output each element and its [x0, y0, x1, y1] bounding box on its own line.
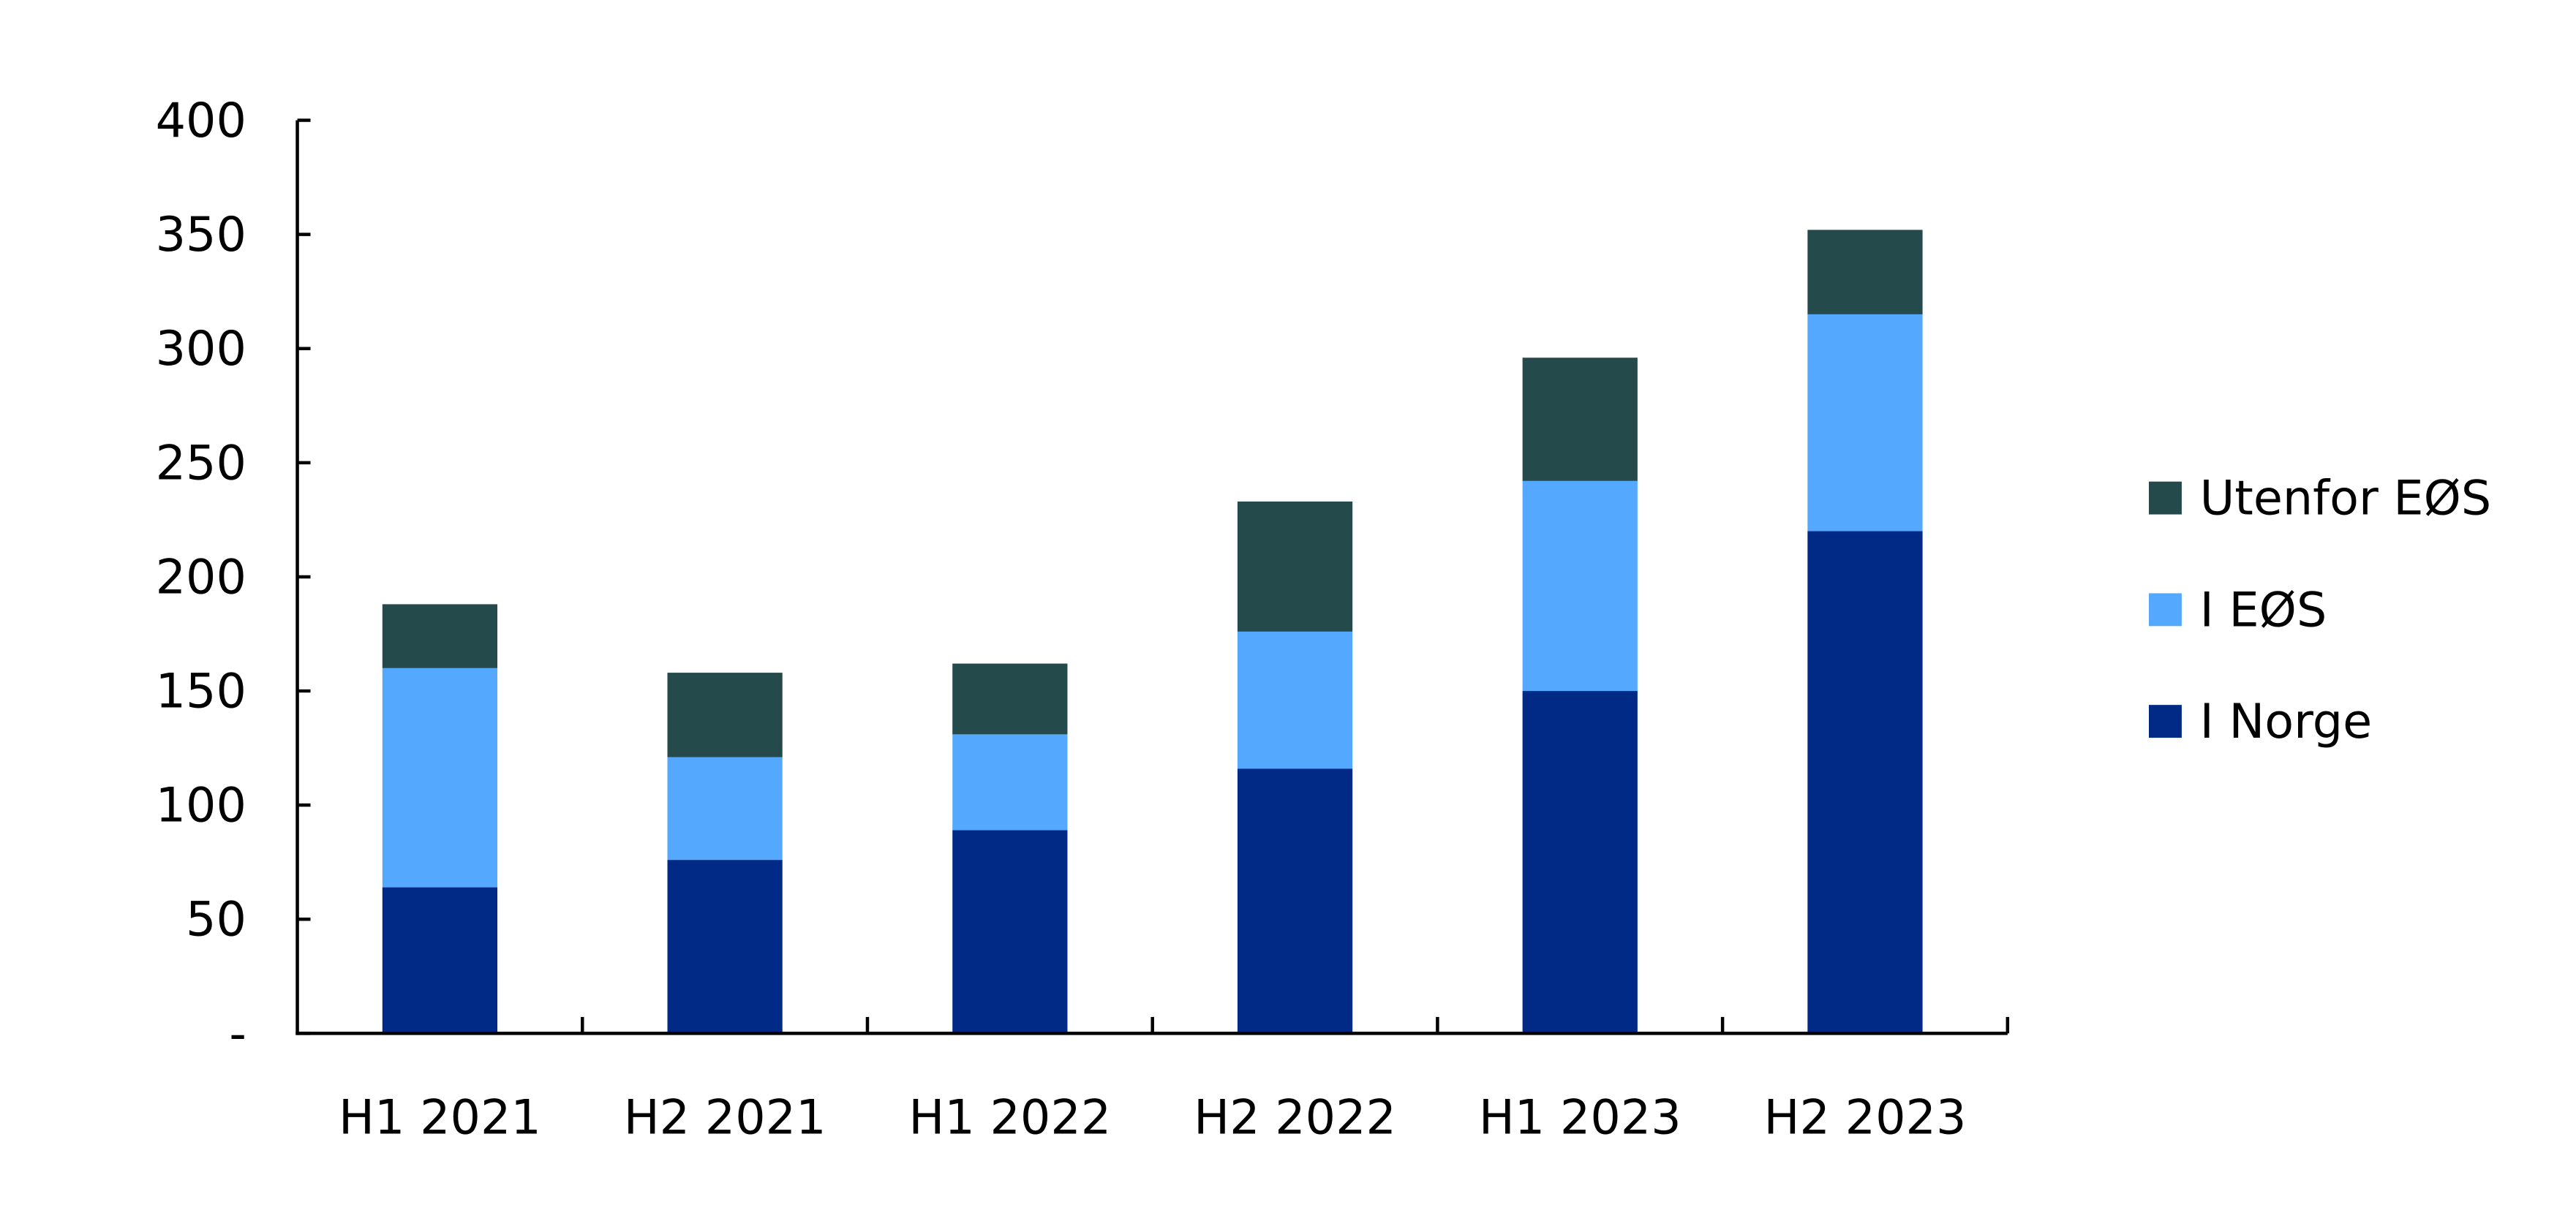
bar-segment-utenfor-e-s [1237, 501, 1353, 632]
bar-segment-utenfor-e-s [1807, 230, 1923, 314]
legend-swatch [2148, 481, 2182, 515]
y-tick-label: 50 [186, 893, 246, 948]
bar-segment-i-norge [667, 860, 783, 1034]
legend: Utenfor EØS I EØS I Norge [2148, 472, 2492, 749]
x-tick-label: H1 2023 [1479, 1090, 1681, 1145]
y-tick-label: 150 [156, 665, 246, 719]
bar-segment-utenfor-e-s [667, 673, 783, 757]
bar-segment-i-norge [1522, 691, 1638, 1034]
bar-segment-i-e-s [382, 668, 498, 888]
bar-segment-i-norge [1807, 531, 1923, 1034]
bar-segment-i-e-s [952, 734, 1068, 831]
y-tick-label: 300 [156, 322, 246, 377]
bar-segment-i-norge [952, 830, 1068, 1034]
bar-segment-i-e-s [667, 757, 783, 861]
bar-segment-i-norge [382, 887, 498, 1034]
bar-segment-i-e-s [1522, 480, 1638, 692]
bar-segment-utenfor-e-s [952, 663, 1068, 735]
bar-segment-utenfor-e-s [1522, 358, 1638, 481]
y-tick-label: 100 [156, 779, 246, 833]
axes: H1 2021 H2 2021 H1 2022 H2 2022 H1 2023 H2 20… [156, 94, 2010, 1145]
legend-swatch [2148, 705, 2182, 738]
y-tick-label: - [229, 1007, 246, 1062]
bar-segment-i-norge [1237, 768, 1353, 1034]
x-tick-label: H2 2023 [1764, 1090, 1967, 1145]
x-tick-label: H2 2022 [1194, 1090, 1396, 1145]
y-tick-label: 250 [156, 436, 246, 491]
y-tick-label: 400 [156, 94, 246, 148]
y-tick-label: 350 [156, 208, 246, 262]
x-tick-label: H1 2022 [908, 1090, 1111, 1145]
y-tick-label: 200 [156, 550, 246, 605]
legend-label: Utenfor EØS [2200, 472, 2492, 526]
bar-segment-i-e-s [1807, 314, 1923, 532]
bar-segment-utenfor-e-s [382, 604, 498, 668]
legend-label: I EØS [2200, 583, 2327, 638]
legend-label: I Norge [2200, 695, 2373, 749]
x-tick-label: H1 2021 [339, 1090, 541, 1145]
legend-swatch [2148, 593, 2182, 627]
x-tick-label: H2 2021 [624, 1090, 826, 1145]
bars [382, 230, 1923, 1034]
bar-segment-i-e-s [1237, 631, 1353, 769]
